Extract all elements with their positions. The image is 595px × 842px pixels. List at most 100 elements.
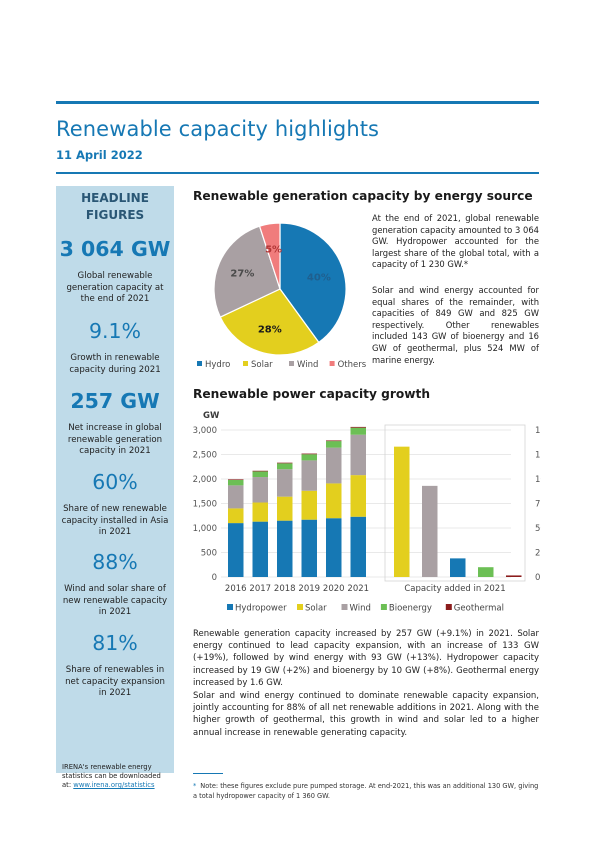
footnote-mark: * [193, 782, 197, 790]
stat-net-increase: 257 GW Net increase in global renewable … [56, 389, 174, 458]
bar-solar-2016 [228, 508, 244, 524]
stat-value: 257 GW [70, 389, 160, 413]
stat-renewables-share: 81% Share of renewables in net capacity … [56, 631, 174, 700]
y-tick-label-right: 25 [535, 549, 541, 559]
bar-wind-2016 [228, 485, 244, 509]
bar-bioenergy-2017 [252, 471, 268, 478]
stat-total-capacity: 3 064 GW Global renewable generation cap… [56, 237, 174, 306]
pie-slice-solar [219, 288, 320, 356]
footnote-rule [193, 773, 223, 774]
x-tick-label: 2016 [225, 584, 247, 594]
added-bar-hydropower [450, 558, 466, 577]
bar-hydropower-2018 [277, 520, 293, 577]
bar-hydropower-2019 [301, 519, 317, 577]
stat-description: Wind and solar share of new renewable ca… [62, 584, 168, 618]
y-tick-label-left: 1,000 [193, 524, 217, 534]
pie-slice-hydro [279, 222, 347, 344]
stat-asia-share: 60% Share of new renewable capacity inst… [56, 470, 174, 539]
x-tick-label: 2018 [274, 584, 296, 594]
footnote: * Note: these figures exclude pure pumped… [193, 781, 539, 801]
capacity-added-frame [384, 424, 526, 582]
legend-label-solar: Solar [305, 604, 327, 614]
bar-wind-2018 [277, 469, 293, 497]
legend-swatch-solar [243, 361, 248, 366]
headline-figures-panel: HEADLINE FIGURES 3 064 GW Global renewab… [56, 186, 174, 789]
legend-label-bioenergy: Bioenergy [389, 604, 432, 614]
legend-swatch-bioenergy [380, 604, 387, 610]
body-paragraph-2: Solar and wind energy continued to domin… [193, 691, 539, 738]
headline-heading-line2: FIGURES [85, 208, 145, 222]
y-tick-label-right: 125 [535, 451, 541, 461]
stat-wind-solar-share: 88% Wind and solar share of new renewabl… [56, 550, 174, 619]
y-tick-label-right: 50 [535, 524, 541, 534]
statistics-link[interactable]: www.irena.org/statistics [73, 781, 155, 790]
footnote-text: Note: these figures exclude pure pumped … [193, 782, 539, 800]
stat-value: 9.1% [88, 319, 142, 343]
y-tick-label-left: 3,000 [193, 426, 217, 436]
y-tick-label-right: 75 [535, 500, 541, 510]
stat-description: Share of renewables in net capacity expa… [65, 665, 165, 699]
bar-wind-2019 [301, 460, 317, 491]
bar-solar-2021 [350, 475, 366, 517]
pie-slice-label: 5% [265, 245, 282, 256]
capacity-paragraph-2: Solar and wind energy accounted for equa… [372, 285, 539, 365]
capacity-paragraph-1: At the end of 2021, global renewable gen… [372, 213, 539, 270]
stat-description: Share of new renewable capacity installe… [61, 504, 169, 538]
bar-bioenergy-2021 [350, 427, 366, 435]
header-rule [56, 172, 539, 174]
legend-label-hydro: Hydro [205, 360, 230, 370]
bar-wind-2020 [326, 447, 342, 484]
legend-swatch-others [329, 361, 335, 366]
legend-label-solar: Solar [251, 360, 273, 370]
legend-label-wind: Wind [350, 604, 371, 614]
pie-section-title: Renewable generation capacity by energy … [193, 189, 533, 203]
legend-label-geothermal: Geothermal [454, 604, 504, 614]
bar-wind-2017 [252, 477, 268, 503]
y-tick-label-left: 2,500 [193, 451, 217, 461]
x-tick-label: 2017 [249, 584, 271, 594]
bar-geothermal-2018 [277, 462, 293, 464]
publication-date: 11 April 2022 [56, 148, 143, 162]
y-tick-label-left: 0 [212, 573, 217, 583]
y-tick-label-right: 0 [535, 573, 540, 583]
bar-hydropower-2016 [228, 523, 244, 577]
legend-label-others: Others [338, 360, 367, 370]
bar-geothermal-2016 [228, 479, 244, 480]
y-tick-label-left: 2,000 [193, 475, 217, 485]
bar-solar-2017 [252, 502, 268, 522]
bar-hydropower-2020 [326, 518, 342, 577]
stat-description: Growth in renewable capacity during 2021 [69, 353, 161, 375]
stat-value: 60% [92, 470, 138, 494]
bar-geothermal-2020 [326, 440, 342, 442]
added-bar-bioenergy [478, 567, 494, 577]
legend-swatch-wind [341, 604, 348, 610]
pie-slice-label: 27% [230, 269, 254, 280]
legend-swatch-hydropower [227, 604, 233, 610]
stat-value: 81% [92, 631, 138, 655]
pie-slice-label: 28% [258, 325, 282, 336]
bar-solar-2018 [277, 496, 293, 521]
statistics-download-note: IRENA's renewable energy statistics can … [62, 763, 172, 791]
bar-hydropower-2021 [350, 516, 366, 577]
legend-label-wind: Wind [297, 360, 318, 370]
legend-swatch-wind [289, 361, 294, 366]
added-bar-solar [394, 446, 410, 577]
growth-section-title: Renewable power capacity growth [193, 387, 431, 401]
download-note-text: IRENA's renewable energy statistics can … [62, 763, 161, 790]
body-paragraph-1: Renewable generation capacity increased … [193, 629, 539, 688]
y-tick-label-left: 500 [201, 549, 217, 559]
pie-slice-label: 40% [307, 272, 331, 283]
stat-value: 88% [92, 550, 138, 574]
x-tick-label: 2020 [323, 584, 345, 594]
page-title: Renewable capacity highlights [56, 117, 380, 141]
capacity-growth-chart: GW 0 500 1,000 1,500 2,000 2,500 3,000 0 25 50 75 10… [193, 411, 541, 614]
bar-geothermal-2019 [301, 453, 317, 455]
stat-description: Global renewable generation capacity at … [66, 271, 164, 305]
bar-bioenergy-2020 [326, 441, 342, 448]
legend-swatch-solar [297, 604, 303, 610]
bar-bioenergy-2016 [228, 479, 244, 486]
legend-swatch-hydro [197, 361, 202, 366]
y-axis-unit-label: GW [203, 411, 220, 421]
y-tick-label-right: 150 [535, 426, 541, 436]
y-tick-label-left: 1,500 [193, 500, 217, 510]
